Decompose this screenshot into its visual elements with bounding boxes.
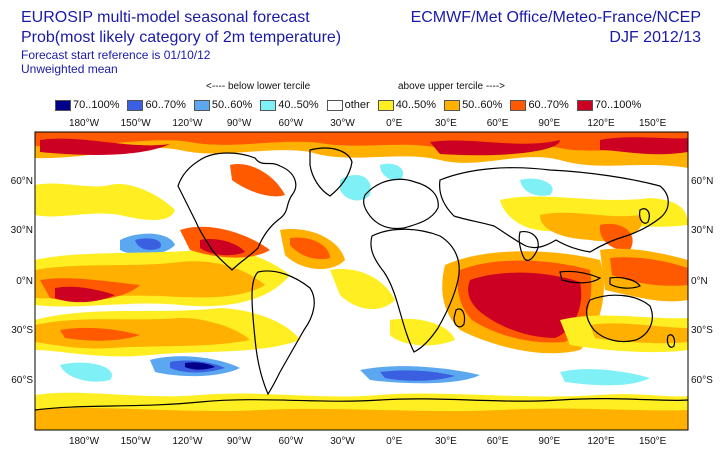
axis-label: 120°W: [172, 118, 203, 129]
legend-label: 50..60%: [462, 99, 503, 111]
legend-item: 50..60%: [193, 99, 253, 111]
axis-label: 60°N: [691, 176, 714, 187]
madagascar-coast: [453, 308, 466, 328]
axis-label: 0°E: [386, 436, 403, 447]
axis-label: 120°W: [172, 436, 203, 447]
axis-label: 60°W: [278, 436, 304, 447]
legend-item: 40..50%: [377, 99, 437, 111]
legend-swatch: [377, 99, 394, 111]
legend-label: 50..60%: [211, 99, 253, 111]
probability-shading: [35, 132, 688, 430]
legend-above-label: above upper tercile ---->: [398, 81, 505, 92]
legend-label: 60..70%: [528, 99, 569, 111]
legend-label: 70..100%: [73, 99, 120, 111]
axis-label: 150°W: [120, 118, 151, 129]
legend-swatch: [576, 99, 593, 111]
axis-label: 90°W: [226, 118, 252, 129]
antarctica-coast: [35, 397, 688, 411]
axis-label: 0°E: [386, 118, 403, 129]
axis-label: 30°N: [691, 225, 714, 236]
axis-label: 90°E: [538, 436, 561, 447]
legend-swatch: [55, 99, 71, 111]
legend-item: 70..100%: [576, 99, 642, 111]
forecast-start-text: Forecast start reference is 01/10/12: [21, 48, 211, 62]
axis-label: 30°S: [691, 325, 713, 336]
legend-swatch: [444, 99, 461, 111]
axis-label: 0°N: [16, 276, 33, 287]
legend-item: 60..70%: [510, 99, 569, 111]
japan-coast: [639, 208, 650, 224]
legend-item: 70..100%: [55, 99, 119, 111]
axis-label: 60°W: [278, 118, 304, 129]
axis-label: 60°S: [691, 375, 713, 386]
australia-coast: [585, 294, 653, 343]
axis-label: 150°W: [120, 436, 151, 447]
legend-item: other: [326, 99, 370, 111]
legend: 70..100% 60..70% 50..60% 40..50% other 40..50…: [55, 99, 649, 111]
legend-item: 60..70%: [127, 99, 186, 111]
new-zealand-coast: [666, 334, 676, 348]
africa-coast: [370, 228, 460, 353]
legend-label: 70..100%: [594, 99, 642, 111]
axis-label: 30°E: [434, 436, 457, 447]
south-america-coast: [251, 270, 315, 396]
legend-item: 40..50%: [260, 99, 319, 111]
indonesia-coast: [559, 270, 602, 284]
legend-swatch: [193, 99, 210, 111]
map-frame: [34, 131, 689, 431]
coastlines: [35, 147, 688, 411]
north-america-coast: [177, 152, 297, 271]
legend-swatch: [510, 99, 527, 111]
title-line-2: Prob(most likely category of 2m temperat…: [21, 29, 342, 46]
legend-swatch: [127, 99, 144, 111]
asia-coast: [439, 167, 669, 253]
legend-swatch: [260, 99, 277, 111]
new-guinea-coast: [609, 276, 641, 289]
axis-label: 90°W: [226, 436, 252, 447]
legend-label: other: [344, 99, 370, 111]
legend-label: 40..50%: [278, 99, 319, 111]
axis-label: 150°E: [639, 436, 667, 447]
india-coast: [518, 231, 539, 261]
axis-label: 30°W: [330, 436, 355, 447]
axis-label: 60°E: [486, 436, 509, 447]
legend-below-label: <---- below lower tercile: [206, 81, 311, 92]
legend-label: 40..50%: [395, 99, 437, 111]
axis-label: 30°W: [330, 118, 355, 129]
greenland-coast: [309, 147, 353, 197]
centres-title: ECMWF/Met Office/Meteo-France/NCEP: [410, 9, 701, 26]
axis-label: 120°E: [587, 436, 615, 447]
axis-label: 30°S: [11, 325, 33, 336]
axis-label: 150°E: [639, 118, 667, 129]
axis-label: 60°S: [11, 375, 33, 386]
europe-coast: [363, 178, 439, 230]
axis-label: 30°N: [10, 225, 33, 236]
title-line-1: EUROSIP multi-model seasonal forecast: [21, 9, 310, 26]
legend-swatch: [326, 99, 343, 111]
season-title: DJF 2012/13: [609, 29, 701, 46]
axis-label: 60°N: [10, 176, 33, 187]
weighting-text: Unweighted mean: [21, 62, 118, 76]
axis-label: 30°E: [434, 118, 457, 129]
axis-label: 180°W: [68, 118, 100, 129]
axis-label: 60°E: [486, 118, 509, 129]
legend-item: 50..60%: [444, 99, 502, 111]
axis-label: 0°N: [691, 276, 708, 287]
axis-label: 90°E: [538, 118, 561, 129]
axis-label: 180°W: [68, 436, 100, 447]
legend-label: 60..70%: [145, 99, 186, 111]
axis-label: 120°E: [587, 118, 615, 129]
